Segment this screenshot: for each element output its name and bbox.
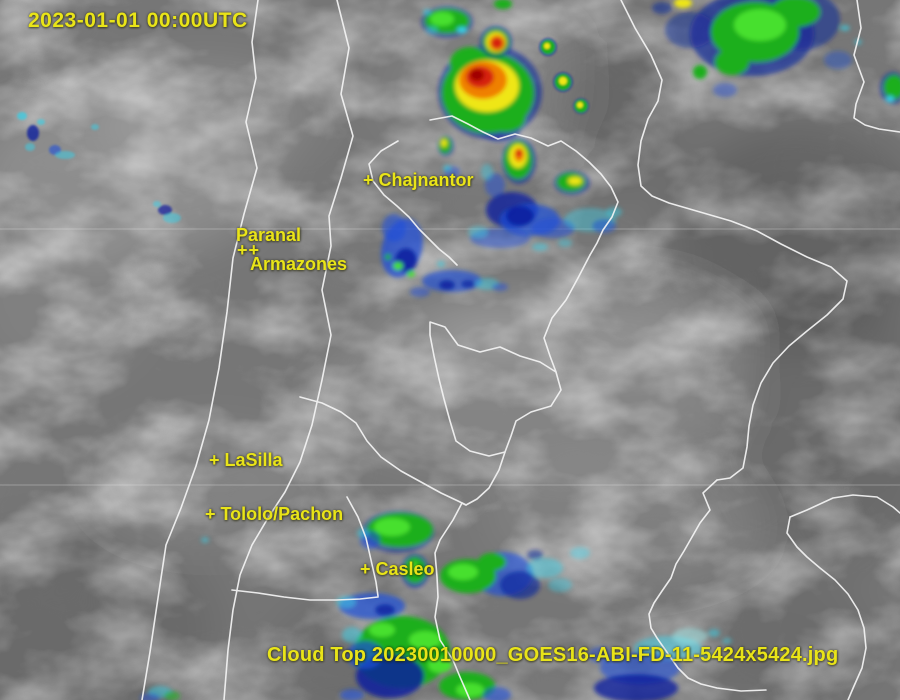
border-chajnantor-loop (368, 140, 458, 266)
timestamp-label: 2023-01-01 00:00UTC (28, 9, 248, 32)
cloud-cells-mid-left (381, 214, 508, 297)
map-borders (141, 0, 900, 700)
border-bottom-center-c (231, 589, 379, 601)
border-top-right-edge (853, 0, 900, 133)
border-bottom-center-b (346, 496, 379, 597)
border-ne-curve (620, 0, 848, 481)
station-label-lasilla: + LaSilla (209, 450, 283, 470)
border-center-diagonal (299, 396, 467, 506)
border-bottom-right-b (789, 494, 900, 518)
cloud-cell-top-center (421, 0, 542, 142)
station-label-paranal: Paranal (236, 225, 302, 245)
border-bottom-right-a (648, 479, 767, 692)
cloud-cells-bottom (140, 511, 732, 700)
border-bottom-right-c (786, 516, 867, 700)
filename-caption: Cloud Top 20230010000_GOES16-ABI-FD-11-5… (267, 644, 839, 666)
border-bottom-center-a (434, 502, 471, 700)
border-catamarca (543, 254, 591, 373)
border-andes (223, 0, 354, 700)
cloud-cell-top-right (652, 0, 900, 104)
station-label-casleo: + Casleo (360, 559, 435, 579)
border-san-juan-loop (429, 321, 562, 457)
station-label-tololo-pachon: + Tololo/Pachon (205, 504, 344, 524)
border-nw-argentina (429, 115, 619, 256)
border-loop-tail (461, 451, 506, 506)
station-label-chajnantor: + Chajnantor (363, 170, 474, 190)
paranal-armazones-markers: ++ (237, 240, 261, 260)
cloud-cells-center-right (438, 136, 622, 251)
cloud-specks-far-left (17, 112, 181, 223)
cloud-cells-small-east (539, 38, 589, 114)
border-coastline (141, 0, 259, 700)
cloud-cells (17, 0, 900, 700)
station-label-armazones: Armazones (250, 254, 348, 274)
